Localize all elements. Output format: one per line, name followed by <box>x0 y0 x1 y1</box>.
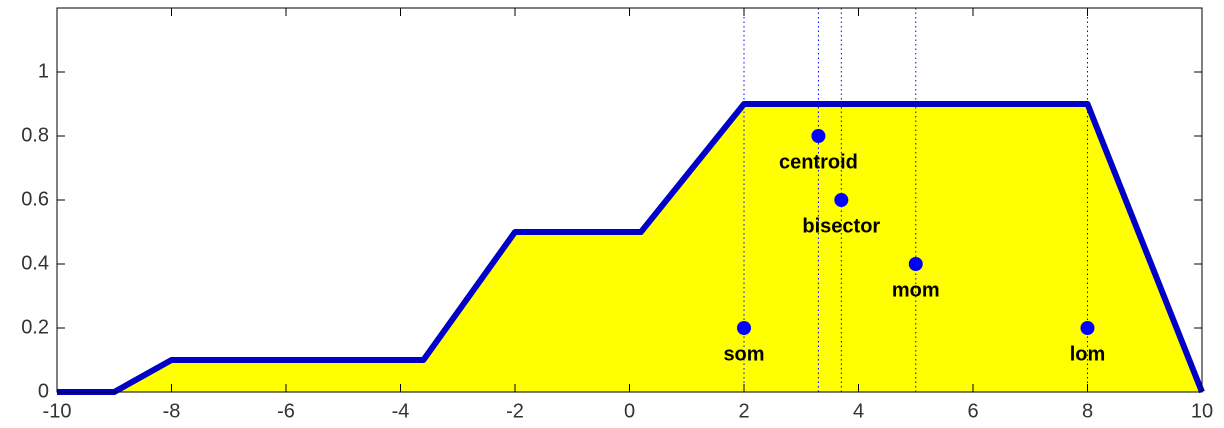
marker <box>811 129 826 143</box>
y-tick-label: 0.6 <box>21 188 49 210</box>
annotation-label: bisector <box>802 215 880 237</box>
x-tick-label: -2 <box>506 400 524 422</box>
y-tick-label: 1 <box>38 60 49 82</box>
y-tick-label: 0 <box>38 380 49 402</box>
x-tick-label: 10 <box>1191 400 1213 422</box>
y-tick-label: 0.2 <box>21 316 49 338</box>
marker <box>834 193 849 207</box>
x-tick-label: 6 <box>967 400 978 422</box>
marker <box>908 257 923 271</box>
x-tick-label: -6 <box>277 400 295 422</box>
x-tick-label: 0 <box>624 400 635 422</box>
line <box>57 101 1205 395</box>
x-tick-label: -10 <box>43 400 72 422</box>
marker <box>737 321 751 335</box>
annotation-label: centroid <box>779 151 858 173</box>
marker <box>1080 321 1095 335</box>
x-tick-label: -8 <box>163 400 181 422</box>
annotation-label: mom <box>892 279 940 301</box>
x-tick-label: 2 <box>738 400 749 422</box>
annotation-label: lom <box>1070 343 1106 365</box>
x-tick-label: 8 <box>1082 400 1093 422</box>
y-tick-label: 0.8 <box>21 124 49 146</box>
y-tick-label: 0.4 <box>21 252 49 274</box>
x-tick-label: -4 <box>392 400 410 422</box>
annotation-label: som <box>723 343 764 365</box>
x-tick-label: 4 <box>853 400 864 422</box>
